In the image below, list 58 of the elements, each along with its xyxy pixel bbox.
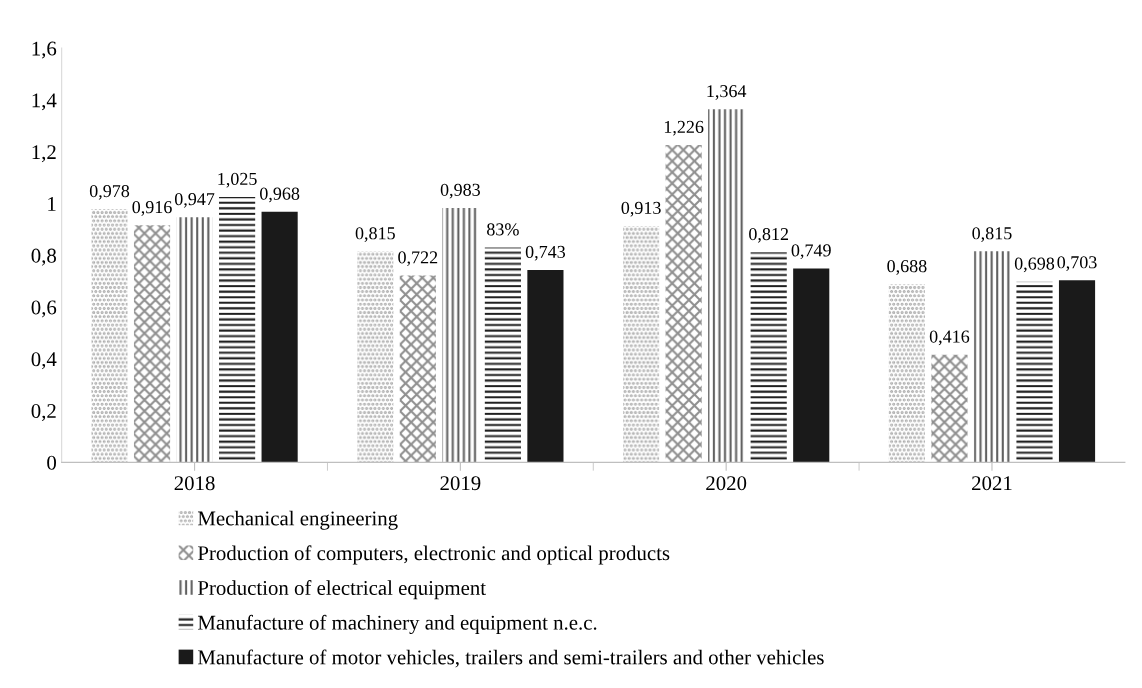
data-label: 0,916 bbox=[132, 201, 172, 216]
bar bbox=[1016, 281, 1053, 463]
data-label: 0,983 bbox=[440, 183, 480, 199]
legend-label: Production of computers, electronic and optical products bbox=[197, 545, 670, 565]
y-tick-label: 1,2 bbox=[32, 145, 56, 163]
bar bbox=[261, 211, 298, 463]
legend-label: Production of electrical equipment bbox=[197, 580, 486, 600]
y-tick-label: 0,8 bbox=[31, 248, 57, 266]
data-label: 0,743 bbox=[525, 245, 566, 261]
x-tick-label: 2018 bbox=[174, 476, 215, 491]
data-label: 0,968 bbox=[260, 187, 300, 203]
bar bbox=[973, 251, 1011, 463]
legend-label: Mechanical engineering bbox=[197, 510, 398, 530]
bar bbox=[623, 226, 660, 463]
x-tick-label: 2020 bbox=[706, 476, 747, 491]
data-label: 0,416 bbox=[929, 330, 970, 346]
bar bbox=[750, 252, 787, 463]
data-label: 0,722 bbox=[398, 251, 438, 267]
bar bbox=[219, 197, 256, 463]
bar bbox=[888, 284, 925, 463]
legend-label: Manufacture of machinery and equipment n.e.c. bbox=[197, 614, 597, 634]
bar bbox=[133, 225, 171, 463]
bar bbox=[1058, 280, 1096, 463]
bar bbox=[708, 109, 745, 463]
bar bbox=[176, 217, 213, 463]
data-label: 0,815 bbox=[972, 227, 1012, 242]
bar bbox=[665, 144, 702, 463]
x-tick-label: 2019 bbox=[440, 476, 481, 491]
y-tick-label: 1,6 bbox=[32, 41, 57, 59]
data-label: 0,913 bbox=[621, 201, 661, 217]
y-tick-label: 1,4 bbox=[32, 93, 57, 111]
data-label: 83% bbox=[487, 223, 519, 236]
y-tick-label: 0,4 bbox=[31, 352, 57, 370]
bar bbox=[793, 268, 830, 463]
bar bbox=[527, 270, 564, 463]
data-label: 1,364 bbox=[707, 85, 747, 100]
data-label: 0,749 bbox=[791, 244, 831, 260]
data-label: 0,703 bbox=[1057, 256, 1097, 271]
data-label: 0,815 bbox=[355, 227, 395, 242]
y-tick-label: 0,6 bbox=[31, 300, 57, 318]
bar bbox=[442, 207, 479, 463]
y-tick-label: 1 bbox=[48, 196, 56, 211]
bar bbox=[399, 275, 436, 463]
legend-label: Manufacture of motor vehicles, trailers and semi-trailers and other vehicles bbox=[197, 649, 824, 668]
bar bbox=[91, 209, 128, 463]
bar bbox=[484, 247, 521, 463]
data-label: 0,978 bbox=[89, 184, 130, 200]
data-label: 1,025 bbox=[218, 172, 257, 188]
data-label: 0,812 bbox=[749, 227, 789, 243]
data-label: 0,688 bbox=[887, 260, 927, 275]
data-label: 0,947 bbox=[174, 193, 215, 208]
data-label: 0,698 bbox=[1014, 257, 1055, 273]
bar bbox=[357, 251, 394, 463]
bar bbox=[931, 354, 968, 463]
x-tick-label: 2021 bbox=[972, 476, 1012, 491]
y-tick-label: 0,2 bbox=[31, 403, 56, 421]
y-tick-label: 0 bbox=[47, 455, 57, 470]
data-label: 1,226 bbox=[664, 120, 704, 136]
